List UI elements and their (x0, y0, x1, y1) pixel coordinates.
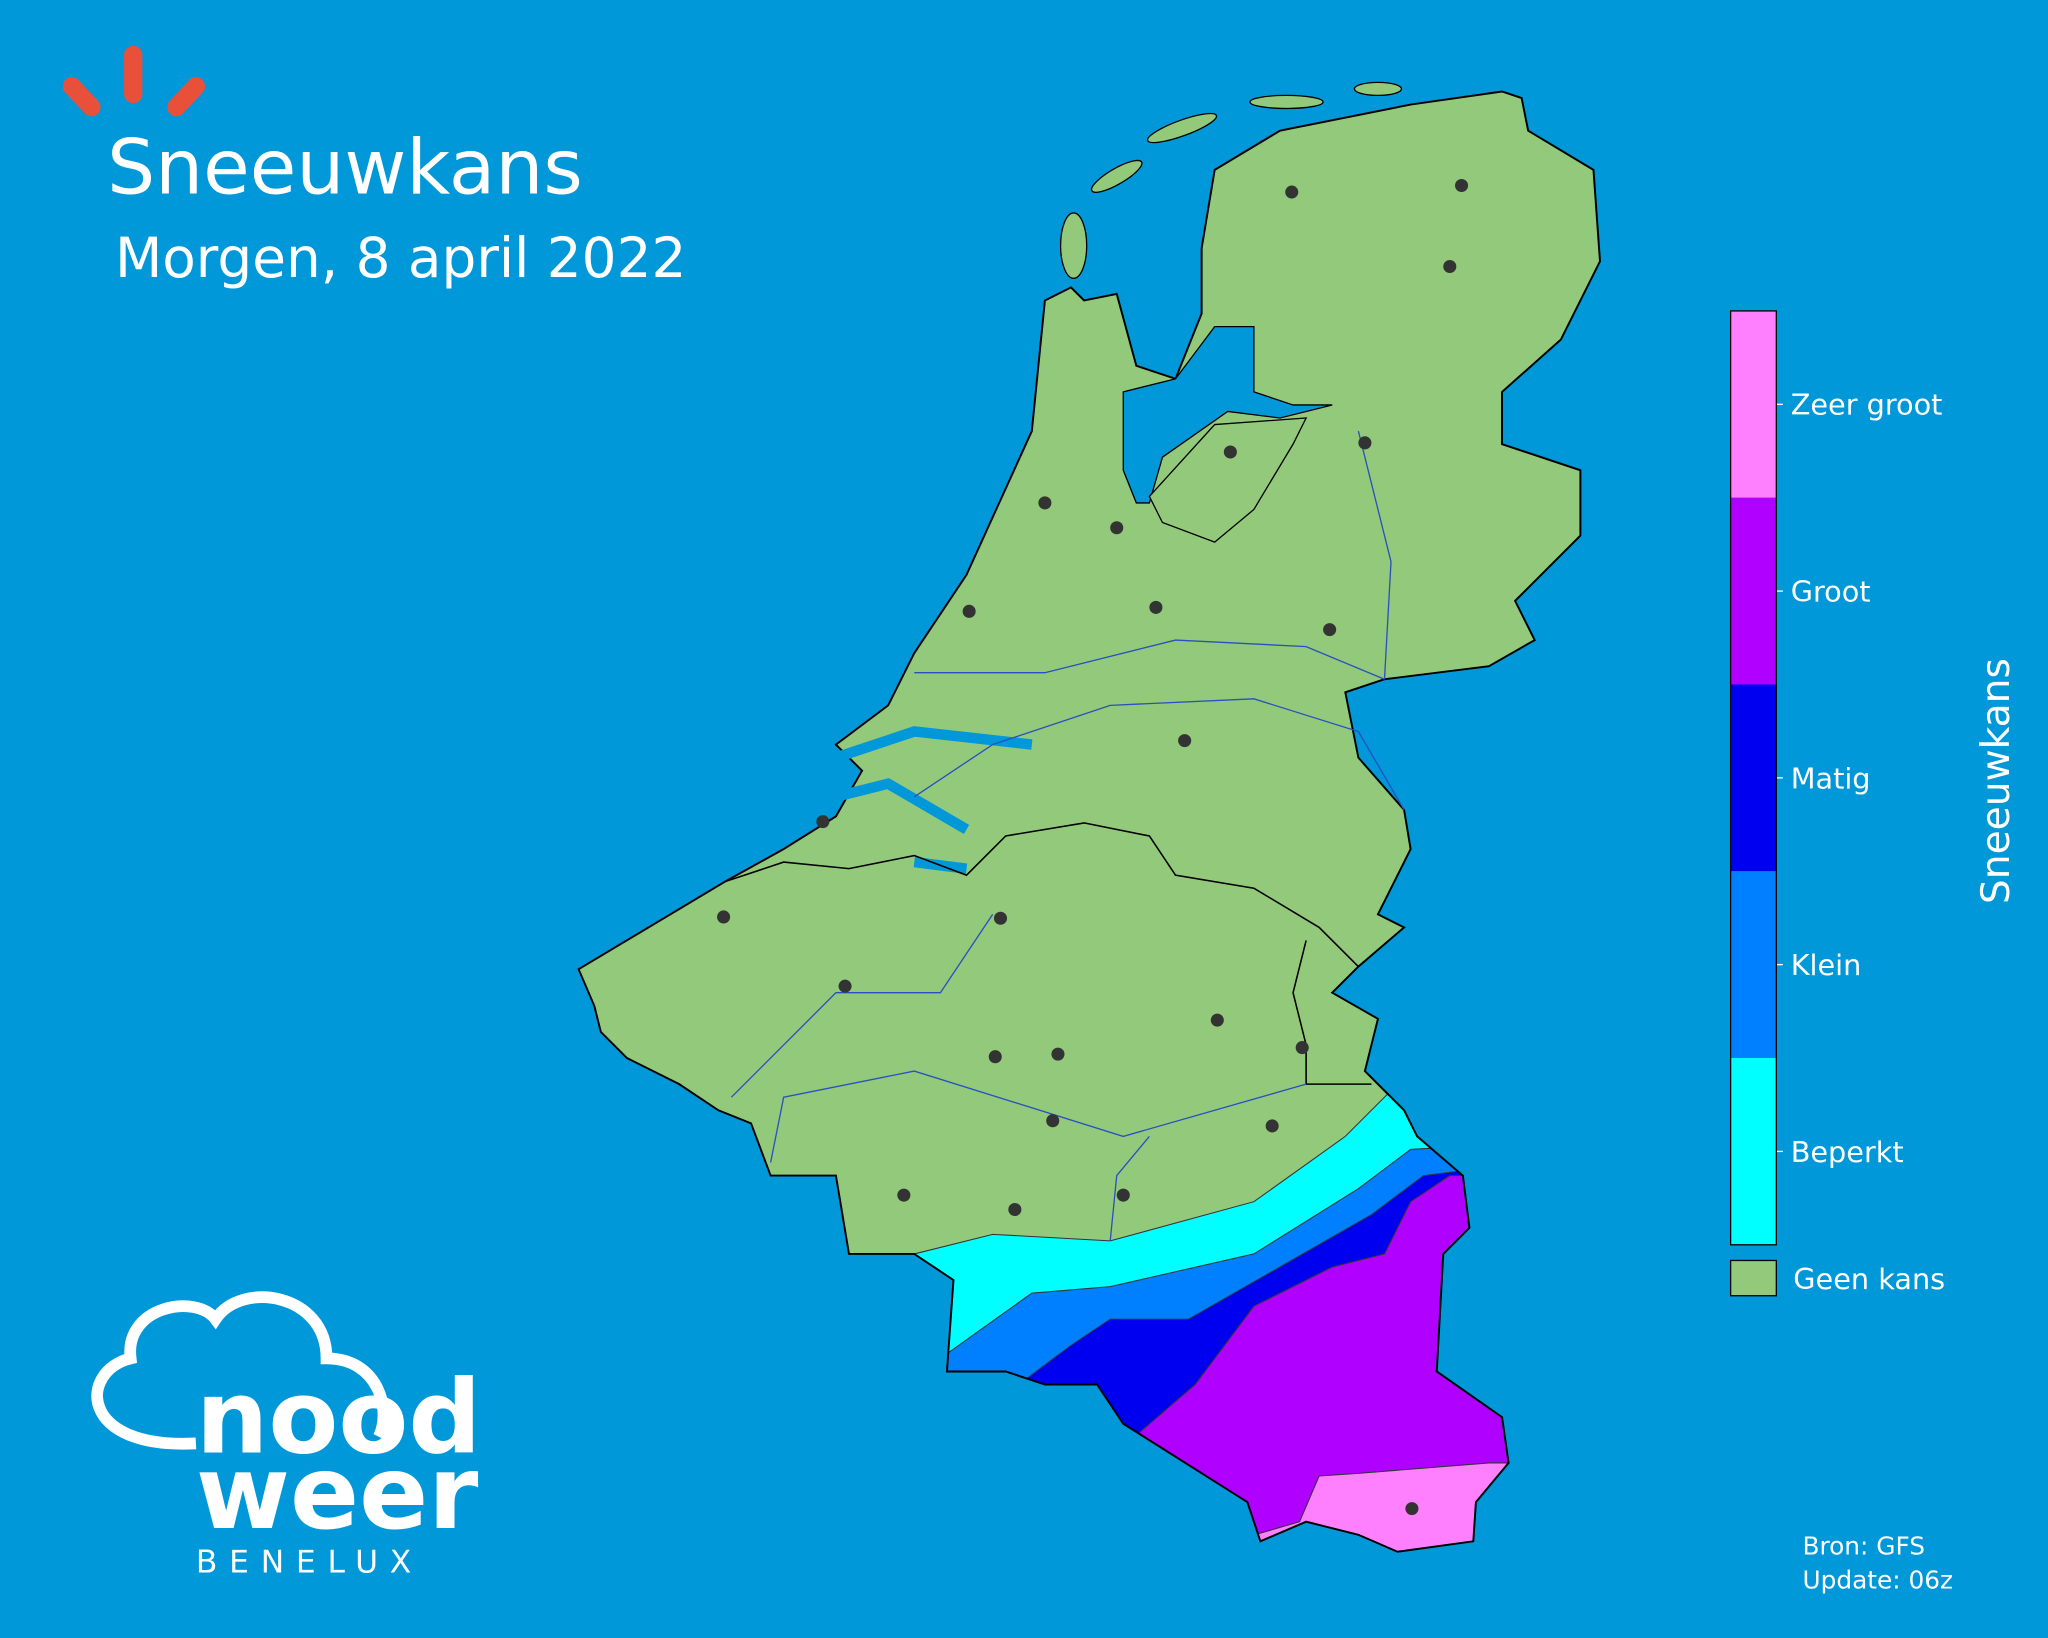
legend-frame (1729, 310, 1777, 1246)
legend-label: Matig (1791, 761, 1871, 795)
legend-title: Sneeuwkans (1974, 658, 2019, 904)
legend-swatch (1730, 684, 1777, 872)
legend-swatch (1730, 871, 1777, 1059)
legend-label: Beperkt (1791, 1135, 1904, 1169)
update: Update: 06z (1802, 1565, 1953, 1594)
legend-label: Geen kans (1793, 1262, 1945, 1296)
title: Sneeuwkans (107, 123, 583, 211)
legend-swatch (1729, 1259, 1777, 1297)
cities (717, 179, 1469, 1516)
logo-weer: weer (196, 1434, 479, 1553)
rivers (730, 430, 1405, 1241)
logo-cloud (91, 1291, 390, 1450)
legend-label: Groot (1791, 575, 1871, 609)
legend-label: Zeer groot (1791, 388, 1943, 422)
legend-swatch (1730, 1058, 1777, 1245)
legend-label: Klein (1791, 948, 1862, 982)
logo-benelux: BENELUX (196, 1545, 423, 1581)
flevoland (1148, 417, 1308, 543)
islands (1059, 81, 1403, 279)
legend: Zeer groot Groot Matig Klein Beperkt Geen kan… (1729, 310, 1945, 1297)
logo-nood: nood (196, 1358, 481, 1477)
subtitle: Morgen, 8 april 2022 (115, 226, 686, 290)
logo-rays (62, 45, 206, 117)
source: Bron: GFS (1802, 1531, 1925, 1560)
legend-swatch (1730, 310, 1777, 498)
legend-swatch (1730, 497, 1777, 685)
ijsselmeer (1122, 325, 1333, 504)
